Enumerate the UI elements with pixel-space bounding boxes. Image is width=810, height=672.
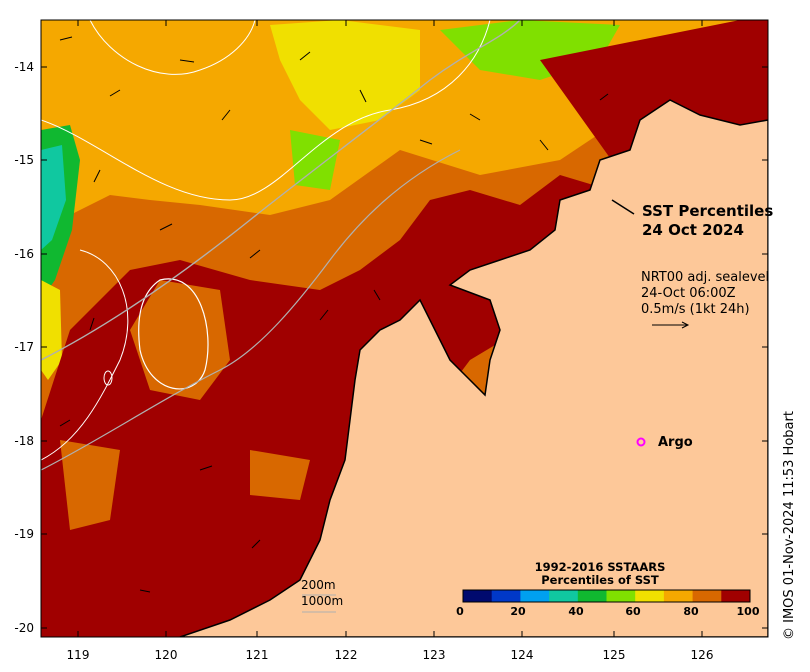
colorbar-tick: 60 [625,605,641,618]
colorbar-frame [462,589,751,603]
map-date-line: 24 Oct 2024 [642,221,744,239]
lat-tick-label: -20 [14,621,34,635]
lon-tick-label: 122 [334,648,358,662]
contour-key-label: 200m [301,578,336,592]
lon-tick-label: 123 [422,648,446,662]
lon-tick-label: 125 [602,648,626,662]
colorbar-title-line: Percentiles of SST [541,573,659,587]
ssh-contour [41,20,491,201]
colorbar-swatch [692,590,722,602]
lon-tick-label: 126 [690,648,714,662]
colorbar-tick: 0 [456,605,464,618]
colorbar-swatch [635,590,665,602]
colorbar [463,590,751,602]
lon-tick-label: 120 [154,648,178,662]
contour-key: 200m 1000m [301,577,343,609]
colorbar-title: 1992-2016 SSTAARS Percentiles of SST [500,561,700,587]
ssh-contour [89,20,256,75]
colorbar-tick: 100 [736,605,760,618]
land [179,99,768,637]
lat-tick-label: -18 [14,434,34,448]
sst-band-70b [41,280,62,380]
sst-band-70 [270,20,420,130]
colorbar-swatch [606,590,636,602]
sst-band-40 [41,145,66,250]
colorbar-tick: 20 [510,605,526,618]
vector-legend: NRT00 adj. sealevel 24-Oct 06:00Z 0.5m/s… [641,270,769,318]
map-title: SST Percentiles 24 Oct 2024 [642,202,773,240]
colorbar-swatch [663,590,694,602]
vector-time: 24-Oct 06:00Z [641,286,736,301]
argo-label: Argo [658,435,693,450]
lon-tick-label: 121 [245,648,269,662]
axis-ticks [41,20,768,637]
lat-tick-label: -19 [14,527,34,541]
bathymetry-contour [41,20,521,361]
lat-tick-label: -14 [14,60,34,74]
colorbar-tick: 40 [568,605,584,618]
sst-patch-90b [250,450,310,500]
vector-source: NRT00 adj. sealevel [641,270,770,285]
colorbar-swatch [520,590,550,602]
sst-band-60b [290,130,340,190]
contour-key-label: 1000m [301,594,344,608]
colorbar-swatch [721,590,751,602]
colorbar-swatch [463,590,493,602]
bathymetry-contour [41,149,461,471]
ssh-contour [41,249,129,461]
current-vectors [59,36,609,593]
map-frame [40,19,769,638]
ssh-contour [103,370,113,386]
lon-tick-label: 124 [510,648,534,662]
lat-tick-label: -17 [14,340,34,354]
argo-float-marker[interactable] [636,437,646,447]
colorbar-swatch [577,590,607,602]
lat-tick-label: -15 [14,153,34,167]
colorbar-tick: 80 [683,605,699,618]
vector-scale: 0.5m/s (1kt 24h) [641,302,750,317]
map-title-line: SST Percentiles [642,202,774,220]
colorbar-title-line: 1992-2016 SSTAARS [534,560,666,574]
vector-scale-arrow [652,321,690,329]
credit-text: © IMOS 01-Nov-2024 11:53 Hobart [782,411,797,640]
lat-tick-label: -16 [14,247,34,261]
colorbar-swatch [549,590,579,602]
sst-patch-90c [60,440,120,530]
lon-tick-label: 119 [66,648,90,662]
colorbar-swatch [491,590,521,602]
title-pointer [611,199,635,215]
